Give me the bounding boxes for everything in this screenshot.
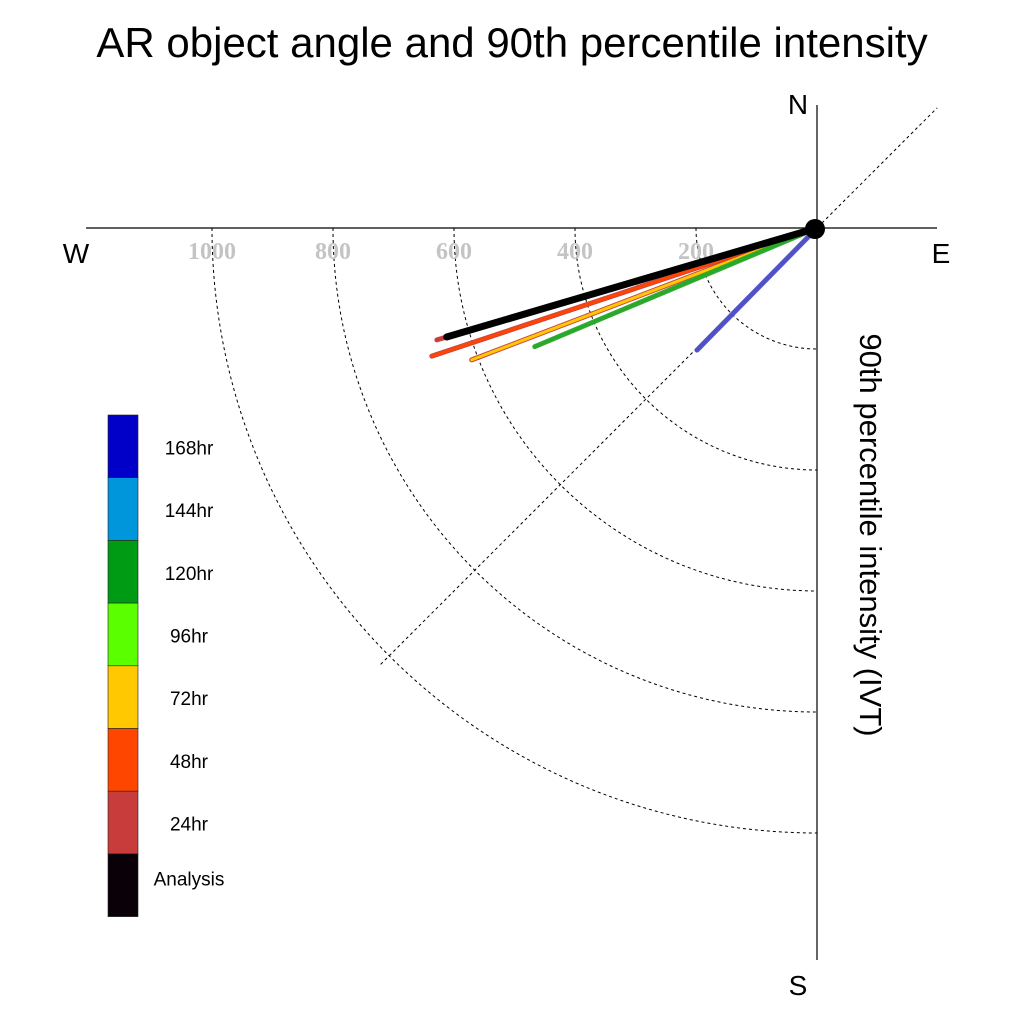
legend-label-24hr: 24hr: [170, 815, 209, 836]
grid: [211, 107, 938, 834]
legend-label-96hr: 96hr: [170, 626, 209, 647]
legend-swatch-analysis: [107, 853, 139, 917]
tick-label-1000: 1000: [188, 239, 236, 265]
vector-analysis: [443, 224, 821, 341]
tick-label-400: 400: [557, 239, 593, 265]
legend-label-72hr: 72hr: [170, 689, 209, 710]
legend-swatch-48hr: [107, 728, 139, 792]
tick-label-800: 800: [315, 239, 351, 265]
legend: 168hr 144hr 120hr 96hr 72hr 48hr 24hr Analysis: [107, 414, 225, 917]
legend-swatch-72hr: [107, 665, 139, 729]
legend-swatch-24hr: [107, 790, 139, 855]
chart-title: AR object angle and 90th percentile inte…: [96, 19, 927, 66]
grid-arc-400: [574, 227, 818, 471]
legend-label-144hr: 144hr: [165, 501, 214, 522]
compass-east: E: [932, 238, 951, 269]
legend-label-48hr: 48hr: [170, 752, 209, 773]
legend-label-analysis: Analysis: [154, 869, 225, 890]
legend-swatch-168hr: [107, 414, 139, 479]
y-axis-label: 90th percentile intensity (IVT): [853, 333, 888, 736]
legend-label-168hr: 168hr: [165, 438, 214, 459]
vectors: [429, 224, 821, 363]
compass-west: W: [63, 238, 90, 269]
origin-marker: [805, 219, 825, 239]
legend-swatch-96hr: [107, 602, 139, 667]
grid-diagonal: [380, 107, 938, 665]
legend-swatch-144hr: [107, 477, 139, 541]
grid-arc-200: [695, 227, 818, 350]
vector-120hr: [533, 226, 819, 349]
tick-label-600: 600: [436, 239, 472, 265]
legend-swatch-120hr: [107, 540, 139, 604]
vector-168hr: [695, 226, 819, 352]
compass-north: N: [788, 89, 808, 120]
legend-label-120hr: 120hr: [165, 564, 214, 585]
compass-south: S: [789, 970, 808, 1001]
